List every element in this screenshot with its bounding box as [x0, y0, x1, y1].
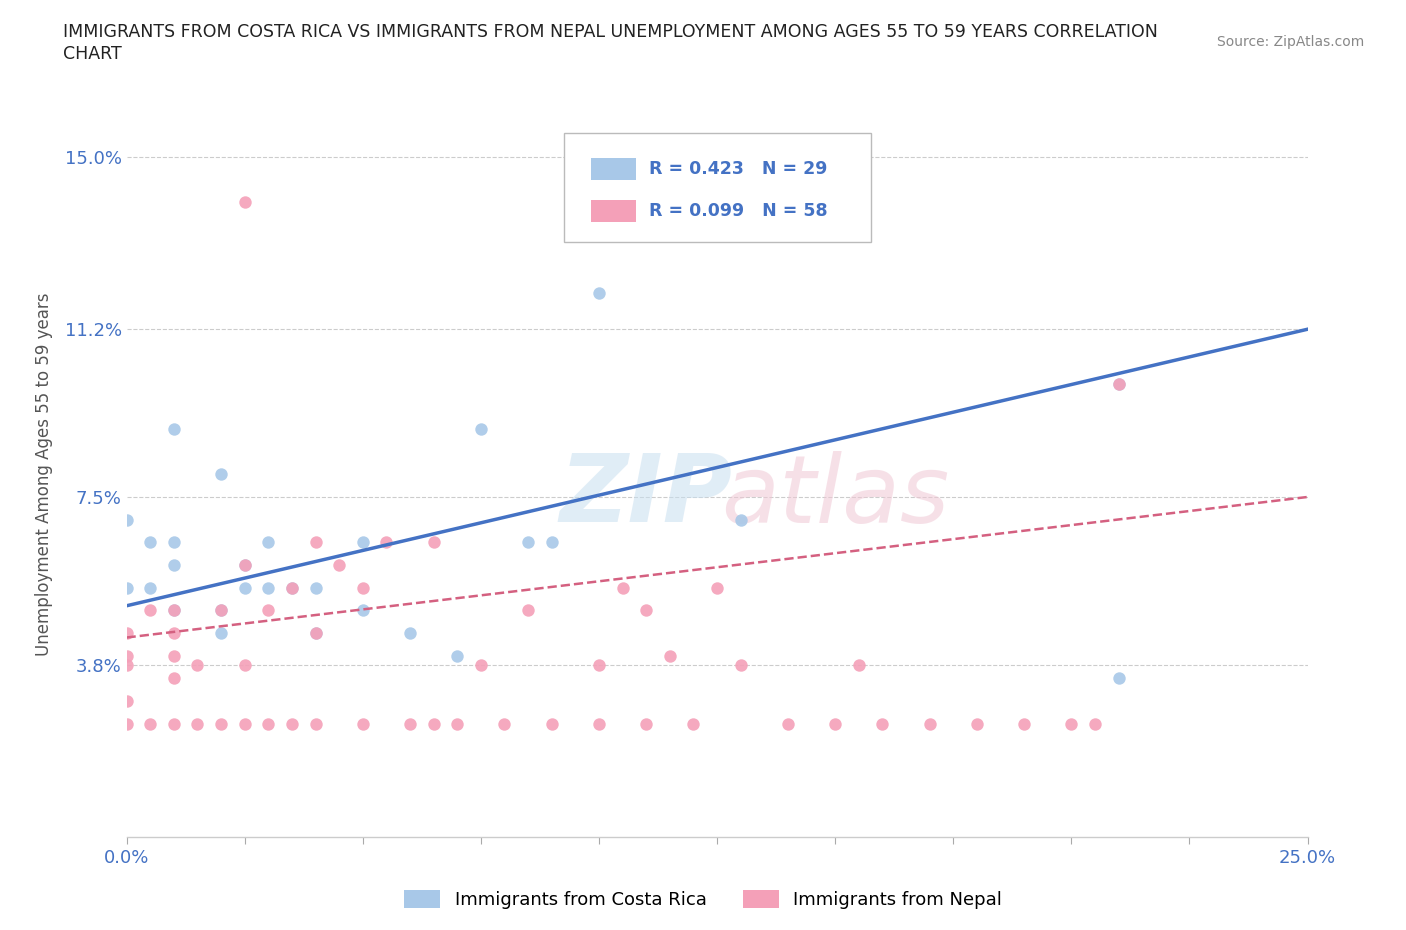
- Point: [163, 535, 186, 550]
- Point: [186, 658, 208, 672]
- Point: [233, 558, 256, 573]
- Point: [399, 716, 422, 731]
- Point: [776, 716, 799, 731]
- Point: [494, 716, 516, 731]
- Text: R = 0.099   N = 58: R = 0.099 N = 58: [648, 202, 827, 219]
- Point: [588, 658, 610, 672]
- Point: [186, 716, 208, 731]
- Point: [233, 558, 256, 573]
- Point: [352, 580, 374, 595]
- Point: [163, 671, 186, 685]
- Point: [1060, 716, 1083, 731]
- Point: [304, 626, 326, 641]
- Point: [540, 535, 562, 550]
- Point: [139, 603, 162, 618]
- Point: [918, 716, 941, 731]
- Point: [163, 626, 186, 641]
- Point: [328, 558, 350, 573]
- Y-axis label: Unemployment Among Ages 55 to 59 years: Unemployment Among Ages 55 to 59 years: [35, 293, 53, 656]
- Point: [706, 580, 728, 595]
- Point: [209, 626, 232, 641]
- Point: [588, 286, 610, 300]
- Point: [1108, 376, 1130, 391]
- Point: [730, 658, 752, 672]
- Point: [163, 558, 186, 573]
- Point: [257, 535, 280, 550]
- FancyBboxPatch shape: [591, 200, 636, 221]
- Point: [139, 580, 162, 595]
- Text: IMMIGRANTS FROM COSTA RICA VS IMMIGRANTS FROM NEPAL UNEMPLOYMENT AMONG AGES 55 T: IMMIGRANTS FROM COSTA RICA VS IMMIGRANTS…: [63, 23, 1159, 41]
- Point: [115, 658, 138, 672]
- Point: [257, 603, 280, 618]
- Text: atlas: atlas: [721, 450, 949, 541]
- Point: [115, 512, 138, 527]
- Legend: Immigrants from Costa Rica, Immigrants from Nepal: Immigrants from Costa Rica, Immigrants f…: [396, 883, 1010, 916]
- Point: [281, 716, 304, 731]
- Point: [612, 580, 634, 595]
- Point: [304, 716, 326, 731]
- Point: [163, 603, 186, 618]
- Point: [163, 648, 186, 663]
- Point: [115, 626, 138, 641]
- Point: [422, 535, 444, 550]
- Point: [446, 648, 468, 663]
- Point: [1084, 716, 1107, 731]
- Point: [422, 716, 444, 731]
- FancyBboxPatch shape: [564, 133, 870, 242]
- Point: [470, 658, 492, 672]
- Point: [209, 603, 232, 618]
- Point: [352, 535, 374, 550]
- Point: [233, 716, 256, 731]
- Point: [163, 603, 186, 618]
- Point: [115, 580, 138, 595]
- Point: [233, 580, 256, 595]
- Point: [517, 603, 540, 618]
- FancyBboxPatch shape: [591, 158, 636, 180]
- Point: [233, 195, 256, 210]
- Point: [139, 535, 162, 550]
- Point: [281, 580, 304, 595]
- Point: [636, 716, 658, 731]
- Point: [730, 512, 752, 527]
- Point: [209, 603, 232, 618]
- Point: [682, 716, 704, 731]
- Text: CHART: CHART: [63, 45, 122, 62]
- Point: [1108, 671, 1130, 685]
- Point: [115, 694, 138, 709]
- Point: [163, 421, 186, 436]
- Text: R = 0.423   N = 29: R = 0.423 N = 29: [648, 160, 827, 179]
- Text: Source: ZipAtlas.com: Source: ZipAtlas.com: [1216, 35, 1364, 49]
- Point: [658, 648, 681, 663]
- Point: [1108, 376, 1130, 391]
- Point: [966, 716, 988, 731]
- Point: [636, 603, 658, 618]
- Point: [848, 658, 870, 672]
- Point: [375, 535, 398, 550]
- Text: ZIP: ZIP: [560, 450, 733, 542]
- Point: [257, 580, 280, 595]
- Point: [115, 716, 138, 731]
- Point: [209, 467, 232, 482]
- Point: [352, 603, 374, 618]
- Point: [304, 535, 326, 550]
- Point: [588, 716, 610, 731]
- Point: [304, 626, 326, 641]
- Point: [115, 648, 138, 663]
- Point: [399, 626, 422, 641]
- Point: [824, 716, 846, 731]
- Point: [233, 658, 256, 672]
- Point: [540, 716, 562, 731]
- Point: [304, 580, 326, 595]
- Point: [1012, 716, 1035, 731]
- Point: [352, 716, 374, 731]
- Point: [872, 716, 894, 731]
- Point: [470, 421, 492, 436]
- Point: [257, 716, 280, 731]
- Point: [139, 716, 162, 731]
- Point: [281, 580, 304, 595]
- Point: [209, 716, 232, 731]
- Point: [517, 535, 540, 550]
- Point: [163, 716, 186, 731]
- Point: [446, 716, 468, 731]
